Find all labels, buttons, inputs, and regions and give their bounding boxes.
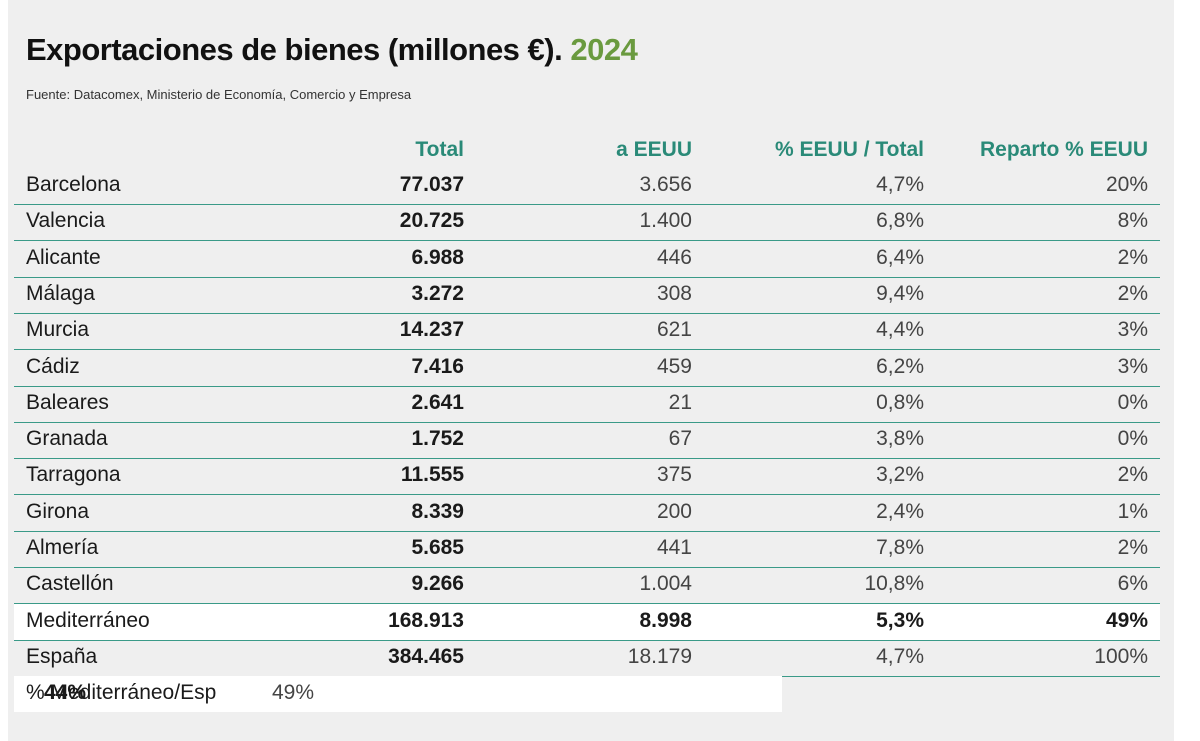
reparto-cell: 2% [1117, 246, 1148, 269]
table-row: Granada 1.752 67 3,8% 0% [14, 422, 1160, 459]
eeuu-cell: 67 [668, 427, 692, 450]
eeuu-cell: 441 [656, 536, 692, 559]
total-cell: 1.752 [411, 427, 464, 450]
total-cell: 11.555 [400, 463, 464, 486]
pct-cell: 3,2% [876, 463, 924, 486]
row-label: Tarragona [26, 463, 121, 486]
title-year: 2024 [570, 32, 638, 67]
total-cell: 20.725 [399, 209, 464, 232]
table-row: Tarragona 11.555 375 3,2% 2% [14, 458, 1160, 495]
row-label: Baleares [26, 391, 109, 414]
eeuu-cell: 621 [656, 318, 692, 341]
row-label: Granada [26, 427, 108, 450]
eeuu-cell: 8.998 [639, 609, 692, 632]
reparto-cell: 0% [1117, 427, 1148, 450]
row-label: España [26, 645, 98, 668]
table-row: Cádiz 7.416 459 6,2% 3% [14, 350, 1160, 387]
eeuu-cell: 18.179 [627, 645, 692, 668]
pct-cell: 6,8% [876, 209, 924, 232]
reparto-cell: 0% [1117, 391, 1148, 414]
total-cell: 44% [43, 681, 86, 704]
total-cell: 8.339 [411, 500, 464, 523]
row-label: Alicante [26, 246, 101, 269]
pct-cell: 3,8% [876, 427, 924, 450]
table-row: Mediterráneo 168.913 8.998 5,3% 49% [14, 604, 1160, 641]
row-label: Mediterráneo [26, 609, 150, 632]
reparto-cell: 3% [1117, 318, 1148, 341]
reparto-cell: 49% [1105, 609, 1148, 632]
pct-cell: 2,4% [876, 500, 924, 523]
pct-cell: 7,8% [876, 536, 924, 559]
row-label: Castellón [26, 572, 114, 595]
pct-cell: 4,7% [876, 173, 924, 196]
title-text: Exportaciones de bienes (millones €). [26, 32, 563, 67]
table-row: España 384.465 18.179 4,7% 100% [14, 640, 1160, 677]
pct-cell: 4,4% [876, 318, 924, 341]
eeuu-cell: 49% [271, 681, 314, 704]
column-header-pct-eeuu-total: % EEUU / Total [775, 138, 924, 161]
total-cell: 384.465 [388, 645, 464, 668]
table-row: Murcia 14.237 621 4,4% 3% [14, 313, 1160, 350]
total-cell: 168.913 [388, 609, 464, 632]
table-row: Almería 5.685 441 7,8% 2% [14, 531, 1160, 568]
row-label: Cádiz [26, 355, 80, 378]
eeuu-cell: 459 [656, 355, 692, 378]
table-row: Alicante 6.988 446 6,4% 2% [14, 241, 1160, 278]
column-header-total: Total [415, 138, 464, 161]
row-label: Girona [26, 500, 90, 523]
chart-title: Exportaciones de bienes (millones €). 20… [26, 32, 638, 68]
table-row: Valencia 20.725 1.400 6,8% 8% [14, 204, 1160, 241]
eeuu-cell: 21 [668, 391, 692, 414]
row-label: Valencia [26, 209, 105, 232]
table-row: % Mediterráneo/Esp 44% 49% [14, 676, 782, 712]
pct-cell: 6,2% [876, 355, 924, 378]
reparto-cell: 3% [1117, 355, 1148, 378]
table-row: Girona 8.339 200 2,4% 1% [14, 495, 1160, 532]
reparto-cell: 2% [1117, 536, 1148, 559]
total-cell: 7.416 [411, 355, 464, 378]
row-label: % Mediterráneo/Esp [26, 681, 217, 704]
row-label: Almería [26, 536, 99, 559]
eeuu-cell: 200 [656, 500, 692, 523]
eeuu-cell: 1.400 [639, 209, 692, 232]
table-row: Barcelona 77.037 3.656 4,7% 20% [14, 168, 1160, 205]
reparto-cell: 2% [1117, 463, 1148, 486]
eeuu-cell: 1.004 [639, 572, 692, 595]
table-row: Baleares 2.641 21 0,8% 0% [14, 386, 1160, 423]
eeuu-cell: 375 [656, 463, 692, 486]
table-row: Málaga 3.272 308 9,4% 2% [14, 277, 1160, 314]
total-cell: 6.988 [411, 246, 464, 269]
column-header-eeuu: a EEUU [616, 138, 692, 161]
pct-cell: 6,4% [876, 246, 924, 269]
pct-cell: 4,7% [876, 645, 924, 668]
reparto-cell: 6% [1117, 572, 1148, 595]
reparto-cell: 20% [1105, 173, 1148, 196]
pct-cell: 10,8% [864, 572, 924, 595]
pct-cell: 5,3% [876, 609, 924, 632]
reparto-cell: 8% [1117, 209, 1148, 232]
table-row: Castellón 9.266 1.004 10,8% 6% [14, 567, 1160, 604]
source-note: Fuente: Datacomex, Ministerio de Economí… [26, 87, 412, 102]
reparto-cell: 100% [1094, 645, 1148, 668]
reparto-cell: 1% [1117, 500, 1148, 523]
row-label: Murcia [26, 318, 90, 341]
total-cell: 5.685 [411, 536, 464, 559]
pct-cell: 9,4% [876, 282, 924, 305]
pct-cell: 0,8% [876, 391, 924, 414]
reparto-cell: 2% [1117, 282, 1148, 305]
total-cell: 14.237 [399, 318, 464, 341]
row-label: Barcelona [26, 173, 121, 196]
total-cell: 3.272 [411, 282, 464, 305]
total-cell: 2.641 [411, 391, 464, 414]
eeuu-cell: 308 [656, 282, 692, 305]
eeuu-cell: 446 [656, 246, 692, 269]
total-cell: 9.266 [411, 572, 464, 595]
row-label: Málaga [26, 282, 95, 305]
column-header-reparto: Reparto % EEUU [979, 138, 1148, 161]
eeuu-cell: 3.656 [639, 173, 692, 196]
total-cell: 77.037 [399, 173, 464, 196]
